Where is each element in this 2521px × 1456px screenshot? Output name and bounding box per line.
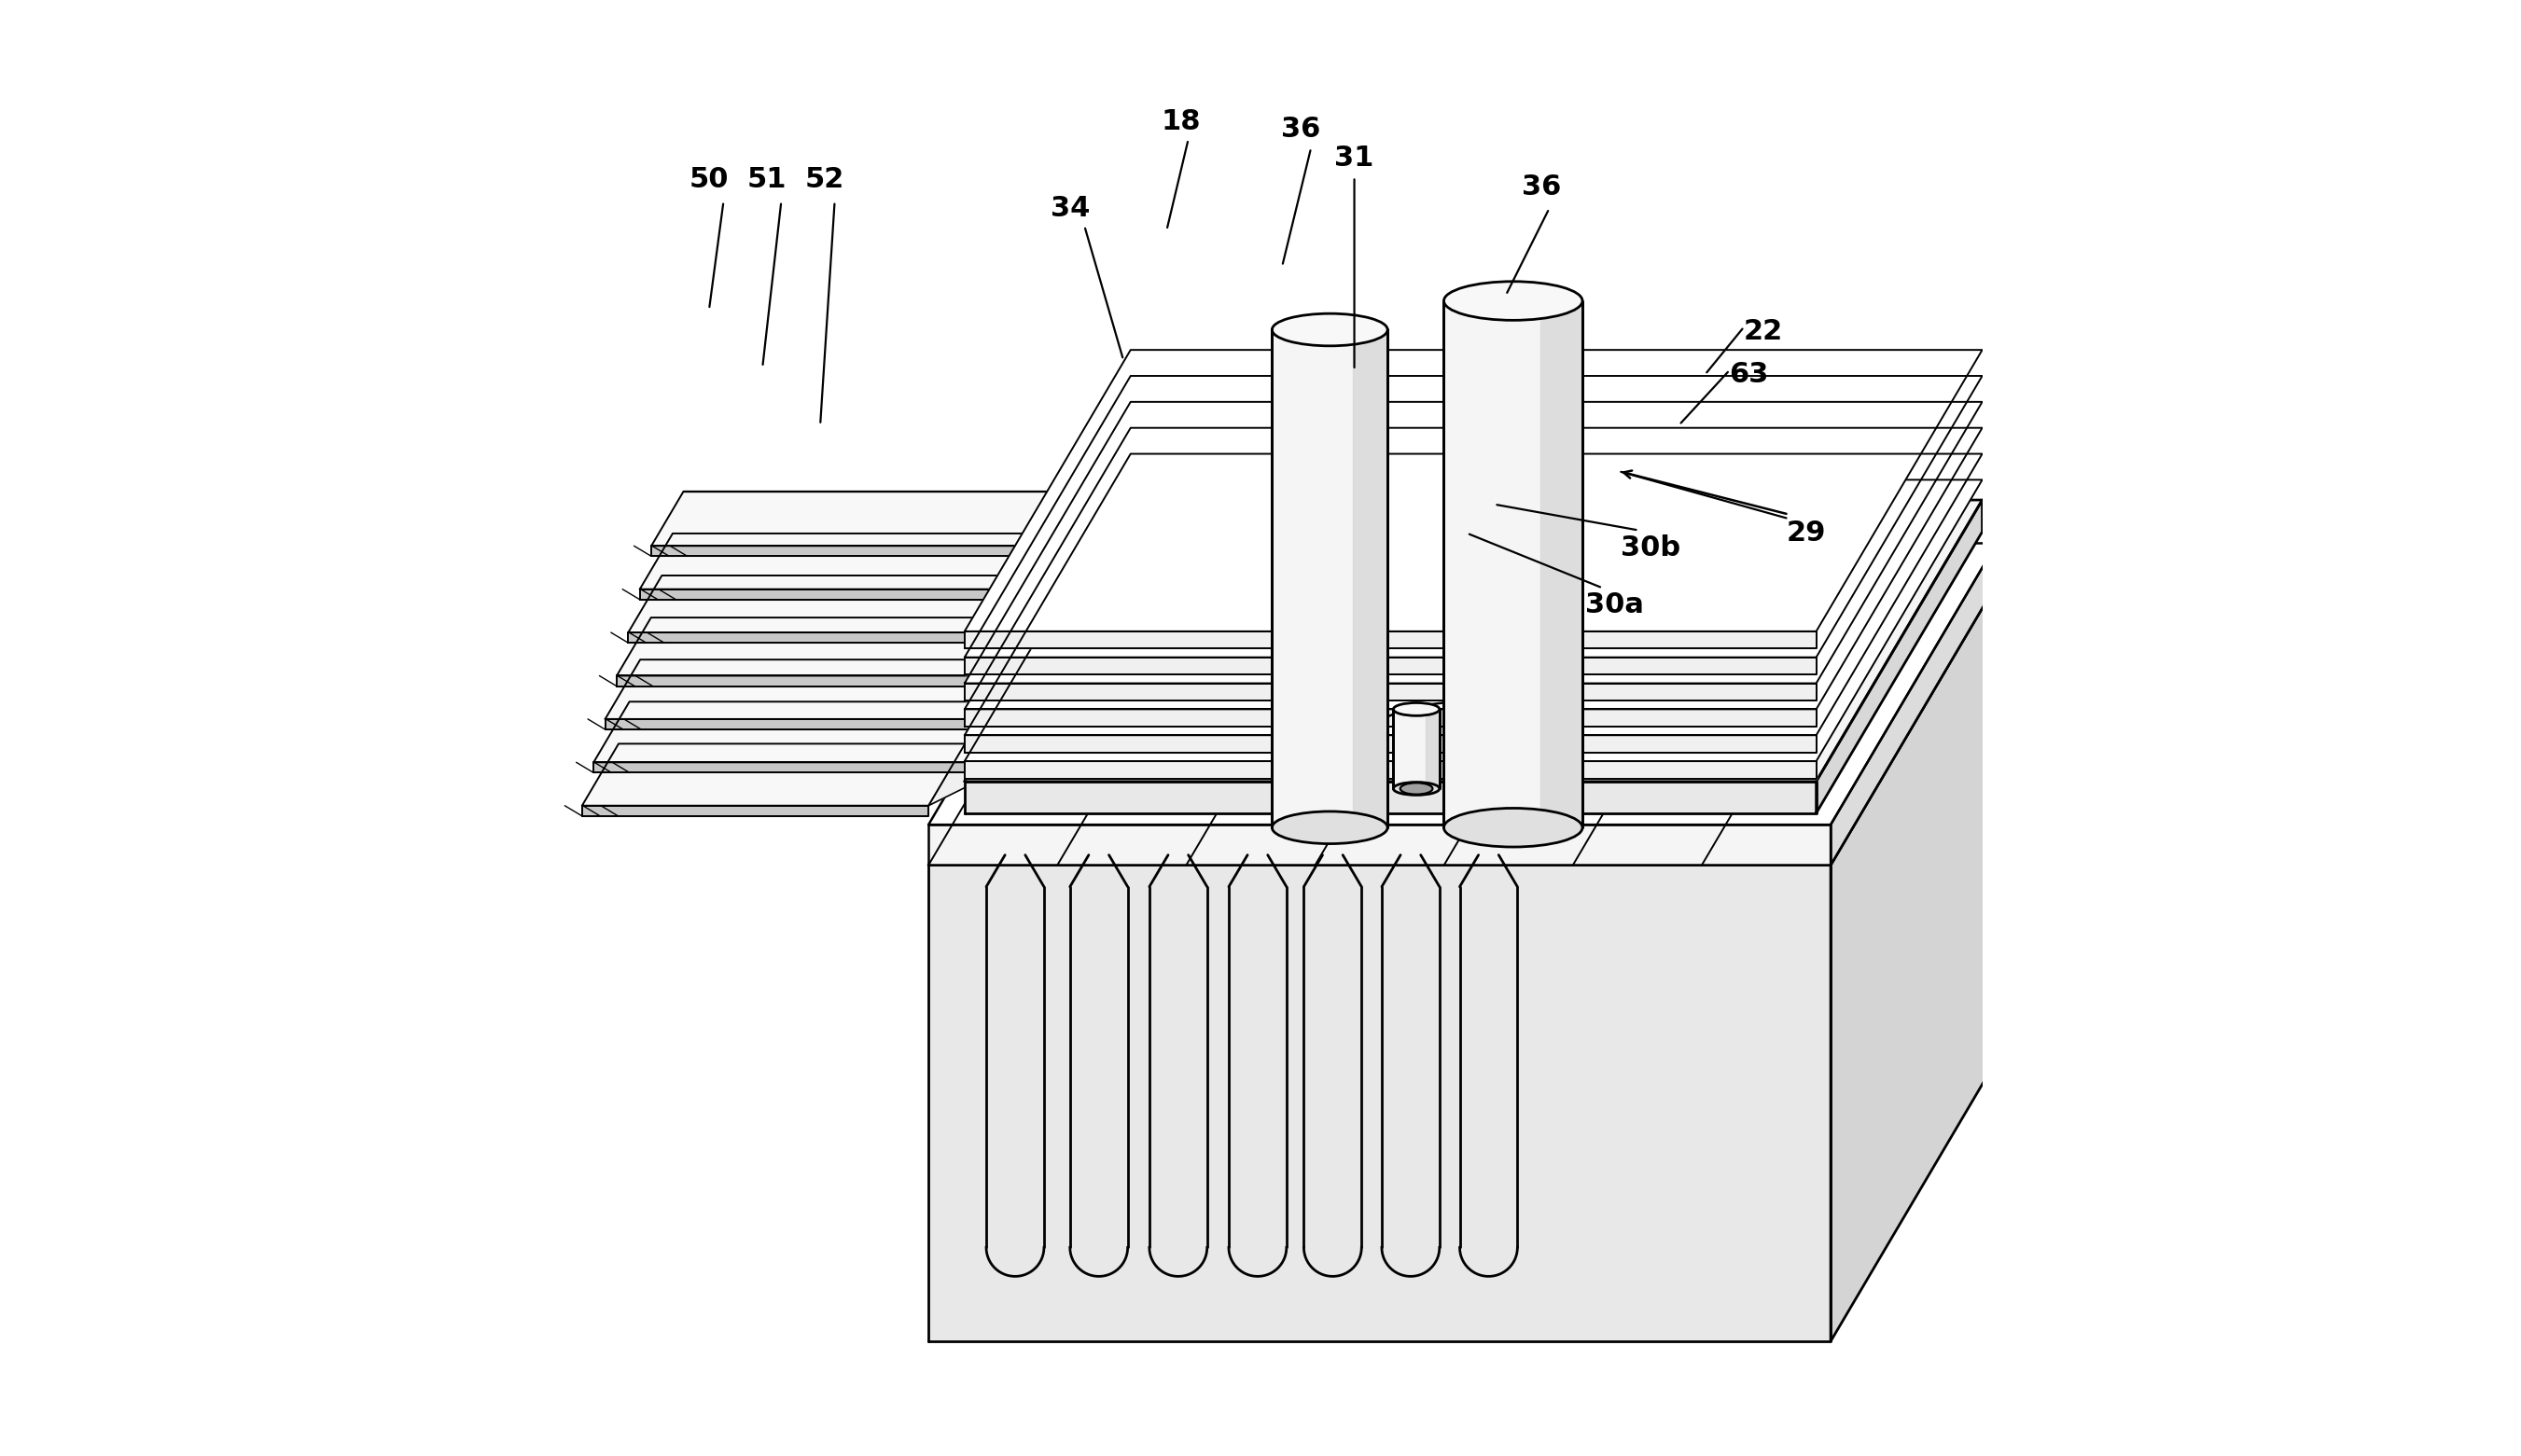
Polygon shape	[628, 575, 1107, 632]
Text: 31: 31	[1334, 144, 1374, 172]
Polygon shape	[966, 632, 1815, 648]
Polygon shape	[1427, 709, 1439, 789]
Polygon shape	[966, 735, 1815, 753]
Polygon shape	[605, 719, 1001, 729]
Polygon shape	[1445, 301, 1583, 827]
Polygon shape	[1815, 499, 1982, 812]
Polygon shape	[928, 584, 1997, 865]
Text: 18: 18	[1162, 108, 1200, 135]
Polygon shape	[966, 709, 1815, 727]
Text: 50: 50	[688, 166, 729, 194]
Text: 22: 22	[1742, 317, 1782, 345]
Polygon shape	[1036, 581, 1213, 676]
Text: 52: 52	[804, 166, 845, 194]
Ellipse shape	[1445, 808, 1583, 847]
Polygon shape	[1830, 584, 1997, 1341]
Text: 29: 29	[1787, 520, 1825, 546]
Text: 30b: 30b	[1621, 534, 1679, 561]
Polygon shape	[966, 633, 1213, 763]
Polygon shape	[628, 632, 1074, 644]
Text: 36: 36	[1281, 115, 1321, 143]
Polygon shape	[928, 865, 1830, 1341]
Polygon shape	[1001, 607, 1213, 719]
Ellipse shape	[1273, 811, 1387, 843]
Polygon shape	[928, 543, 1997, 824]
Polygon shape	[966, 402, 1982, 683]
Ellipse shape	[1445, 281, 1583, 320]
Polygon shape	[650, 546, 1145, 556]
Polygon shape	[1074, 556, 1213, 632]
Ellipse shape	[1273, 313, 1387, 347]
Polygon shape	[1109, 530, 1213, 590]
Polygon shape	[582, 805, 928, 815]
Polygon shape	[1830, 543, 1997, 865]
Polygon shape	[966, 657, 1815, 674]
Polygon shape	[966, 454, 1982, 735]
Text: 34: 34	[1051, 195, 1089, 221]
Text: 51: 51	[746, 166, 787, 194]
Polygon shape	[1394, 709, 1439, 789]
Polygon shape	[650, 492, 1177, 546]
Ellipse shape	[1394, 703, 1439, 716]
Polygon shape	[966, 499, 1982, 782]
Polygon shape	[966, 349, 1982, 632]
Polygon shape	[592, 702, 1001, 763]
Text: 36: 36	[1523, 173, 1560, 201]
Text: 63: 63	[1729, 361, 1767, 387]
Polygon shape	[582, 744, 966, 805]
Polygon shape	[1354, 329, 1387, 827]
Polygon shape	[966, 782, 1815, 812]
Polygon shape	[1273, 329, 1387, 827]
Polygon shape	[966, 480, 1982, 761]
Polygon shape	[966, 428, 1982, 709]
Ellipse shape	[1394, 782, 1439, 795]
Polygon shape	[928, 824, 1830, 865]
Polygon shape	[928, 660, 1213, 805]
Polygon shape	[640, 533, 1142, 590]
Polygon shape	[618, 617, 1071, 676]
Polygon shape	[618, 676, 1036, 686]
Polygon shape	[640, 590, 1109, 600]
Polygon shape	[592, 763, 966, 773]
Polygon shape	[966, 376, 1982, 657]
Text: 30a: 30a	[1586, 591, 1644, 619]
Polygon shape	[1540, 301, 1583, 827]
Polygon shape	[605, 660, 1036, 719]
Ellipse shape	[1399, 783, 1432, 795]
Polygon shape	[966, 683, 1815, 700]
Polygon shape	[966, 761, 1815, 779]
